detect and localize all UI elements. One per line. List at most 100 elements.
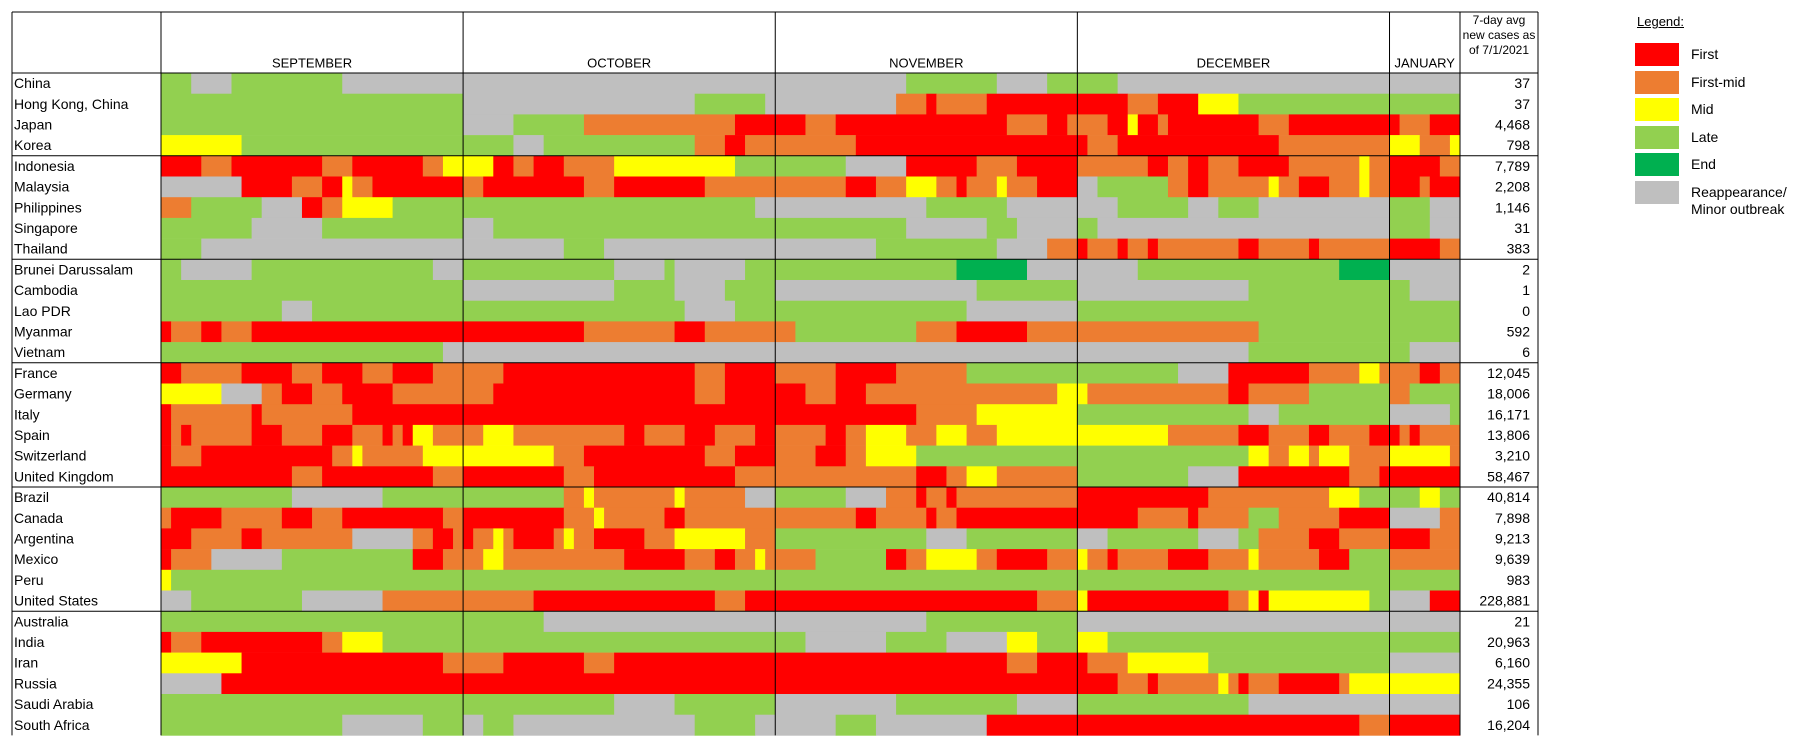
phase-segment [201, 321, 222, 343]
phase-segment [1047, 114, 1068, 136]
phase-segment [1298, 176, 1330, 198]
phase-segment [865, 424, 907, 446]
phase-segment [624, 424, 645, 446]
phase-segment [745, 487, 776, 508]
phase-segment [704, 445, 736, 467]
phase-segment [463, 528, 474, 550]
phase-segment [956, 176, 967, 198]
phase-segment [171, 507, 222, 529]
case-value: 592 [1507, 323, 1531, 339]
phase-segment [583, 114, 736, 136]
phase-segment [161, 569, 172, 591]
phase-segment [604, 238, 877, 260]
phase-segment [1228, 673, 1239, 695]
phase-segment [845, 445, 867, 467]
phase-segment [614, 652, 1008, 674]
phase-segment [1147, 673, 1159, 695]
phase-segment [291, 362, 323, 384]
phase-segment [845, 424, 867, 446]
case-value: 58,467 [1487, 468, 1530, 484]
phase-segment [1077, 466, 1189, 488]
legend-swatch [1635, 98, 1679, 122]
phase-segment [644, 528, 675, 550]
phase-segment [1238, 238, 1260, 260]
phase-segment [594, 507, 605, 529]
phase-segment [926, 487, 947, 508]
phase-segment [906, 73, 998, 94]
phase-segment [161, 155, 202, 177]
phase-segment [1057, 383, 1088, 405]
phase-segment [916, 404, 978, 426]
phase-segment [221, 321, 253, 343]
phase-segment [1238, 424, 1270, 446]
phase-segment [161, 528, 192, 550]
phase-segment [1419, 487, 1441, 508]
phase-segment [1228, 362, 1310, 384]
phase-segment [422, 155, 444, 177]
phase-segment [976, 404, 1078, 426]
phase-segment [1308, 424, 1330, 446]
phase-segment [966, 362, 1179, 384]
legend-label: First [1691, 46, 1719, 62]
phase-segment [463, 259, 615, 281]
phase-segment [231, 155, 323, 177]
phase-segment [1117, 673, 1149, 695]
phase-segment [1389, 528, 1431, 550]
phase-segment [1157, 93, 1199, 115]
phase-segment [1188, 176, 1209, 198]
phase-segment [906, 176, 937, 198]
phase-segment [1389, 197, 1431, 219]
phase-segment [1087, 238, 1119, 260]
phase-segment [704, 321, 796, 343]
phase-segment [775, 280, 978, 301]
phase-segment [765, 549, 816, 571]
phase-segment [432, 528, 454, 550]
phase-segment [835, 714, 877, 736]
phase-segment [1117, 73, 1461, 94]
phase-segment [714, 590, 746, 612]
phase-segment [442, 652, 504, 674]
phase-segment [775, 528, 927, 550]
phase-segment [805, 383, 837, 405]
phase-segment [181, 424, 192, 446]
phase-segment [422, 714, 464, 736]
phase-segment [734, 549, 756, 571]
country-label: Iran [14, 655, 38, 671]
phase-segment [1429, 176, 1461, 198]
country-label: Hong Kong, China [14, 96, 129, 112]
phase-segment [926, 611, 1078, 633]
phase-segment [201, 238, 565, 260]
phase-segment [875, 507, 927, 529]
country-label: Brunei Darussalam [14, 261, 133, 277]
phase-segment [734, 300, 967, 322]
phase-segment [583, 176, 615, 198]
phase-segment [392, 197, 756, 219]
phase-segment [412, 424, 434, 446]
phase-segment [1107, 549, 1119, 571]
phase-segment [181, 259, 253, 281]
phase-segment [1369, 424, 1400, 446]
phase-segment [583, 652, 615, 674]
phase-segment [775, 445, 816, 467]
phase-segment [322, 631, 343, 653]
phase-segment [1308, 528, 1340, 550]
phase-segment [1339, 673, 1350, 695]
country-label: Brazil [14, 489, 49, 505]
phase-segment [684, 424, 716, 446]
case-value: 9,639 [1495, 551, 1530, 567]
phase-segment [1288, 114, 1400, 136]
case-value: 228,881 [1479, 593, 1530, 609]
country-label: Spain [14, 427, 50, 443]
phase-segment [896, 694, 1018, 715]
phase-segment [1188, 466, 1239, 488]
phase-segment [1308, 362, 1360, 384]
phase-segment [463, 280, 615, 301]
phase-segment [563, 155, 615, 177]
phase-segment [171, 321, 202, 343]
phase-segment [724, 280, 776, 301]
phase-segment [906, 549, 927, 571]
phase-segment [251, 217, 323, 239]
phase-segment [161, 73, 192, 94]
legend-label: Mid [1691, 101, 1714, 118]
phase-segment [1047, 73, 1119, 94]
